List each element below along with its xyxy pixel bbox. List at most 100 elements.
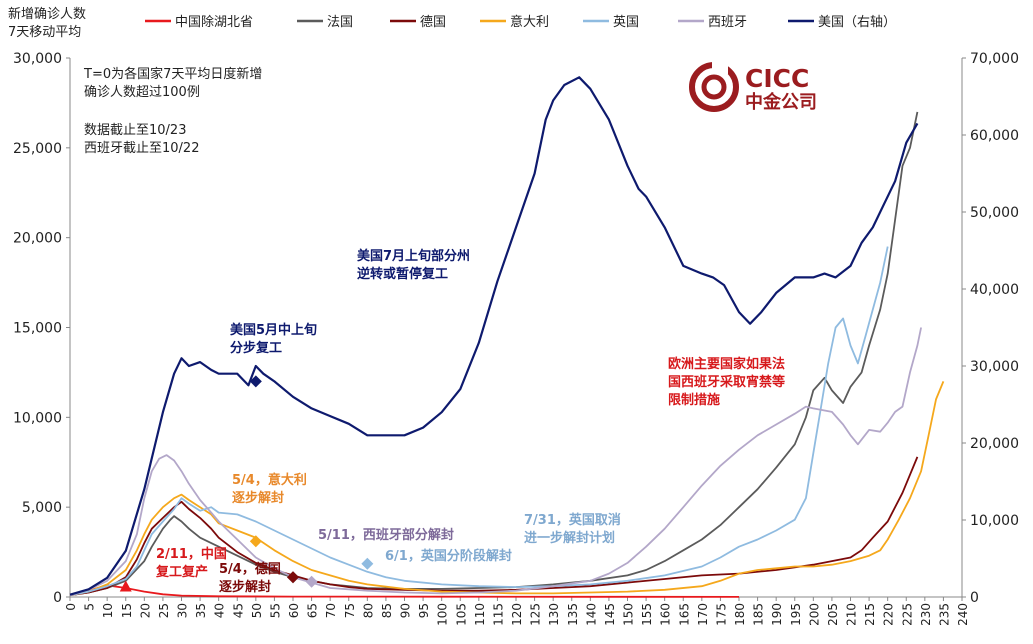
x-tick-label: 140 bbox=[584, 603, 598, 626]
right-tick-label: 40,000 bbox=[970, 282, 1019, 298]
x-tick-label: 120 bbox=[510, 603, 524, 626]
legend: 中国除湖北省 法国 德国 意大利 英国 西班牙 美国（右轴） bbox=[145, 14, 896, 30]
x-tick-label: 205 bbox=[826, 603, 840, 626]
annotation-note-germany: 逐步解封 bbox=[219, 579, 271, 595]
x-tick-label: 90 bbox=[399, 603, 413, 618]
x-tick-label: 215 bbox=[863, 603, 877, 626]
marker-diamond-germany bbox=[287, 571, 299, 584]
x-tick-label: 220 bbox=[882, 603, 896, 626]
x-tick-label: 200 bbox=[807, 603, 821, 626]
x-tick-label: 105 bbox=[454, 603, 468, 626]
x-tick-label: 60 bbox=[287, 603, 301, 618]
annotation-note-us-july: 逆转或暂停复工 bbox=[357, 266, 448, 282]
x-tick-label: 125 bbox=[529, 603, 543, 626]
x-tick-label: 115 bbox=[491, 603, 505, 626]
series-line-spain bbox=[69, 327, 922, 597]
x-tick-label: 165 bbox=[677, 603, 691, 626]
x-tick-label: 35 bbox=[194, 603, 208, 618]
annotation-note-italy: 逐步解封 bbox=[232, 490, 284, 506]
legend-label-us: 美国（右轴） bbox=[818, 15, 896, 30]
x-tick-label: 30 bbox=[176, 603, 190, 618]
x-tick-label: 85 bbox=[380, 603, 394, 618]
annotation-note-china: 2/11，中国 bbox=[156, 546, 227, 562]
annotation-note-cutoff: 数据截止至10/23 bbox=[84, 123, 186, 138]
left-axis-title-line2: 7天移动平均 bbox=[8, 25, 81, 40]
annotation-note-spain: 5/11，西班牙部分解封 bbox=[318, 527, 454, 543]
annotation-note-europe: 国西班牙采取宵禁等 bbox=[668, 374, 785, 390]
x-tick-label: 100 bbox=[436, 603, 450, 626]
legend-label-france: 法国 bbox=[327, 15, 353, 30]
x-tick-label: 160 bbox=[659, 603, 673, 626]
x-tick-label: 25 bbox=[157, 603, 171, 618]
right-tick-label: 60,000 bbox=[970, 128, 1019, 144]
x-tick-label: 5 bbox=[83, 603, 97, 611]
annotation-note-europe: 欧洲主要国家如果法 bbox=[668, 356, 785, 372]
logo-text-en: CICC bbox=[745, 64, 809, 93]
annotation-note-europe: 限制措施 bbox=[668, 392, 720, 408]
cicc-logo: CICC 中金公司 bbox=[689, 60, 817, 113]
series-line-france bbox=[69, 111, 919, 597]
x-tick-label: 80 bbox=[361, 603, 375, 618]
x-tick-label: 130 bbox=[547, 603, 561, 626]
x-tick-label: 0 bbox=[64, 603, 78, 611]
series-line-uk bbox=[69, 246, 889, 597]
series-layer bbox=[69, 76, 945, 598]
annotation-note-uk-6-1: 6/1，英国分阶段解封 bbox=[385, 548, 512, 564]
x-tick-label: 40 bbox=[213, 603, 227, 618]
annotation-note-china: 复工复产 bbox=[155, 564, 208, 580]
series-line-us bbox=[69, 76, 919, 596]
right-tick-label: 30,000 bbox=[970, 359, 1019, 375]
left-axis-title-line1: 新增确诊人数 bbox=[8, 6, 86, 22]
annotation-note-germany: 5/4，德国 bbox=[219, 561, 281, 577]
x-tick-label: 240 bbox=[956, 603, 970, 626]
x-tick-label: 195 bbox=[789, 603, 803, 626]
annotation-note-cutoff: 西班牙截止至10/22 bbox=[84, 141, 199, 156]
right-tick-label: 50,000 bbox=[970, 205, 1019, 221]
left-tick-label: 30,000 bbox=[13, 51, 62, 67]
x-tick-label: 225 bbox=[900, 603, 914, 626]
legend-label-germany: 德国 bbox=[420, 15, 446, 30]
x-tick-label: 235 bbox=[937, 603, 951, 626]
annotation-note-us-july: 美国7月上旬部分州 bbox=[357, 248, 470, 264]
x-tick-label: 150 bbox=[622, 603, 636, 626]
x-tick-label: 95 bbox=[417, 603, 431, 618]
x-tick-label: 15 bbox=[120, 603, 134, 618]
annotation-note-t0: 确诊人数超过100例 bbox=[84, 85, 200, 100]
x-tick-label: 210 bbox=[845, 603, 859, 626]
x-tick-label: 175 bbox=[714, 603, 728, 626]
marker-diamond-italy bbox=[249, 535, 262, 548]
x-tick-label: 70 bbox=[324, 603, 338, 618]
x-tick-label: 50 bbox=[250, 603, 264, 618]
x-tick-label: 65 bbox=[306, 603, 320, 618]
left-tick-label: 15,000 bbox=[13, 321, 62, 337]
left-tick-label: 25,000 bbox=[13, 141, 62, 157]
marker-diamond-us bbox=[249, 375, 262, 388]
marker-diamond-spain bbox=[305, 575, 318, 588]
left-tick-label: 0 bbox=[53, 590, 62, 606]
annotation-note-italy: 5/4，意大利 bbox=[232, 472, 307, 488]
legend-label-italy: 意大利 bbox=[510, 14, 549, 30]
x-tick-label: 185 bbox=[752, 603, 766, 626]
annotation-note-us-may: 美国5月中上旬 bbox=[230, 322, 317, 338]
annotation-note-us-may: 分步复工 bbox=[230, 340, 282, 356]
left-tick-label: 5,000 bbox=[22, 500, 62, 516]
x-tick-label: 230 bbox=[919, 603, 933, 626]
left-tick-label: 20,000 bbox=[13, 231, 62, 247]
logo-text-cn: 中金公司 bbox=[745, 91, 817, 113]
x-tick-label: 10 bbox=[101, 603, 115, 618]
x-tick-label: 180 bbox=[733, 603, 747, 626]
x-tick-label: 170 bbox=[696, 603, 710, 626]
axes: 0 5,000 10,000 15,000 20,000 25,000 30,000 0 10,… bbox=[13, 51, 1019, 626]
annotation-note-uk-7-31: 进一步解封计划 bbox=[524, 530, 615, 546]
marker-diamond-uk bbox=[361, 557, 374, 570]
right-tick-label: 20,000 bbox=[970, 436, 1019, 452]
x-tick-label: 45 bbox=[231, 603, 245, 618]
right-tick-label: 70,000 bbox=[970, 51, 1019, 67]
x-tick-label: 20 bbox=[138, 603, 152, 618]
x-tick-label: 190 bbox=[770, 603, 784, 626]
marker-triangle-china bbox=[119, 580, 132, 592]
annotation-note-uk-7-31: 7/31，英国取消 bbox=[524, 512, 621, 528]
x-tick-label: 145 bbox=[603, 603, 617, 626]
x-tick-label: 135 bbox=[566, 603, 580, 626]
